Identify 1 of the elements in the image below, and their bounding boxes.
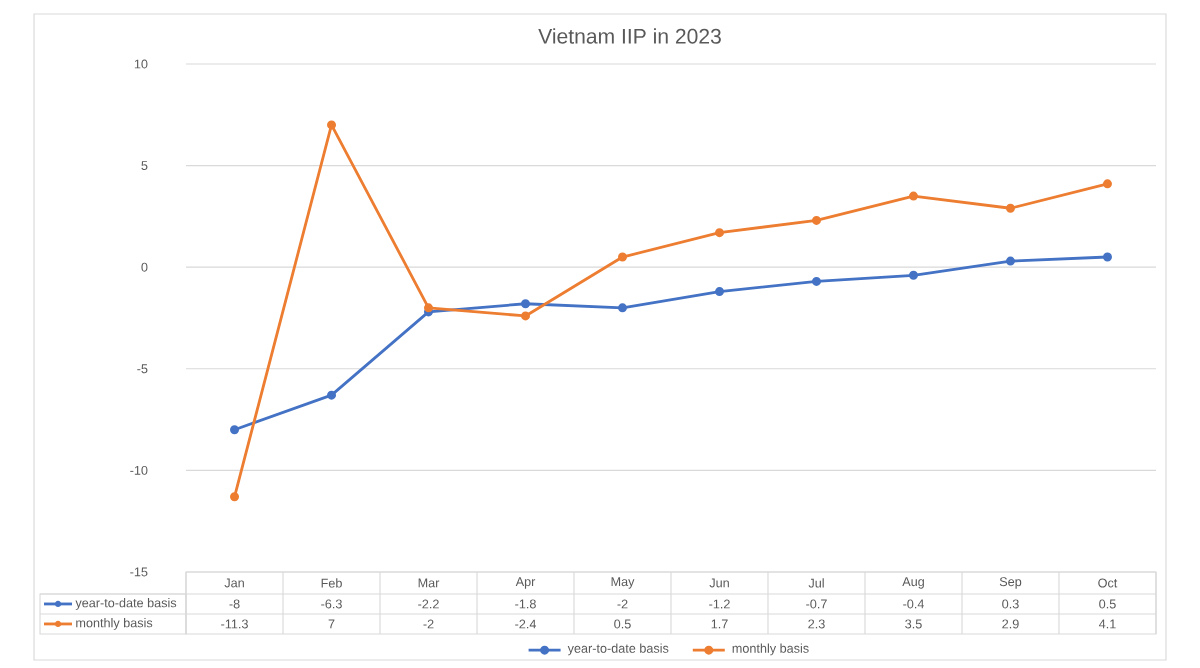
chart-title: Vietnam IIP in 2023 <box>538 28 721 44</box>
